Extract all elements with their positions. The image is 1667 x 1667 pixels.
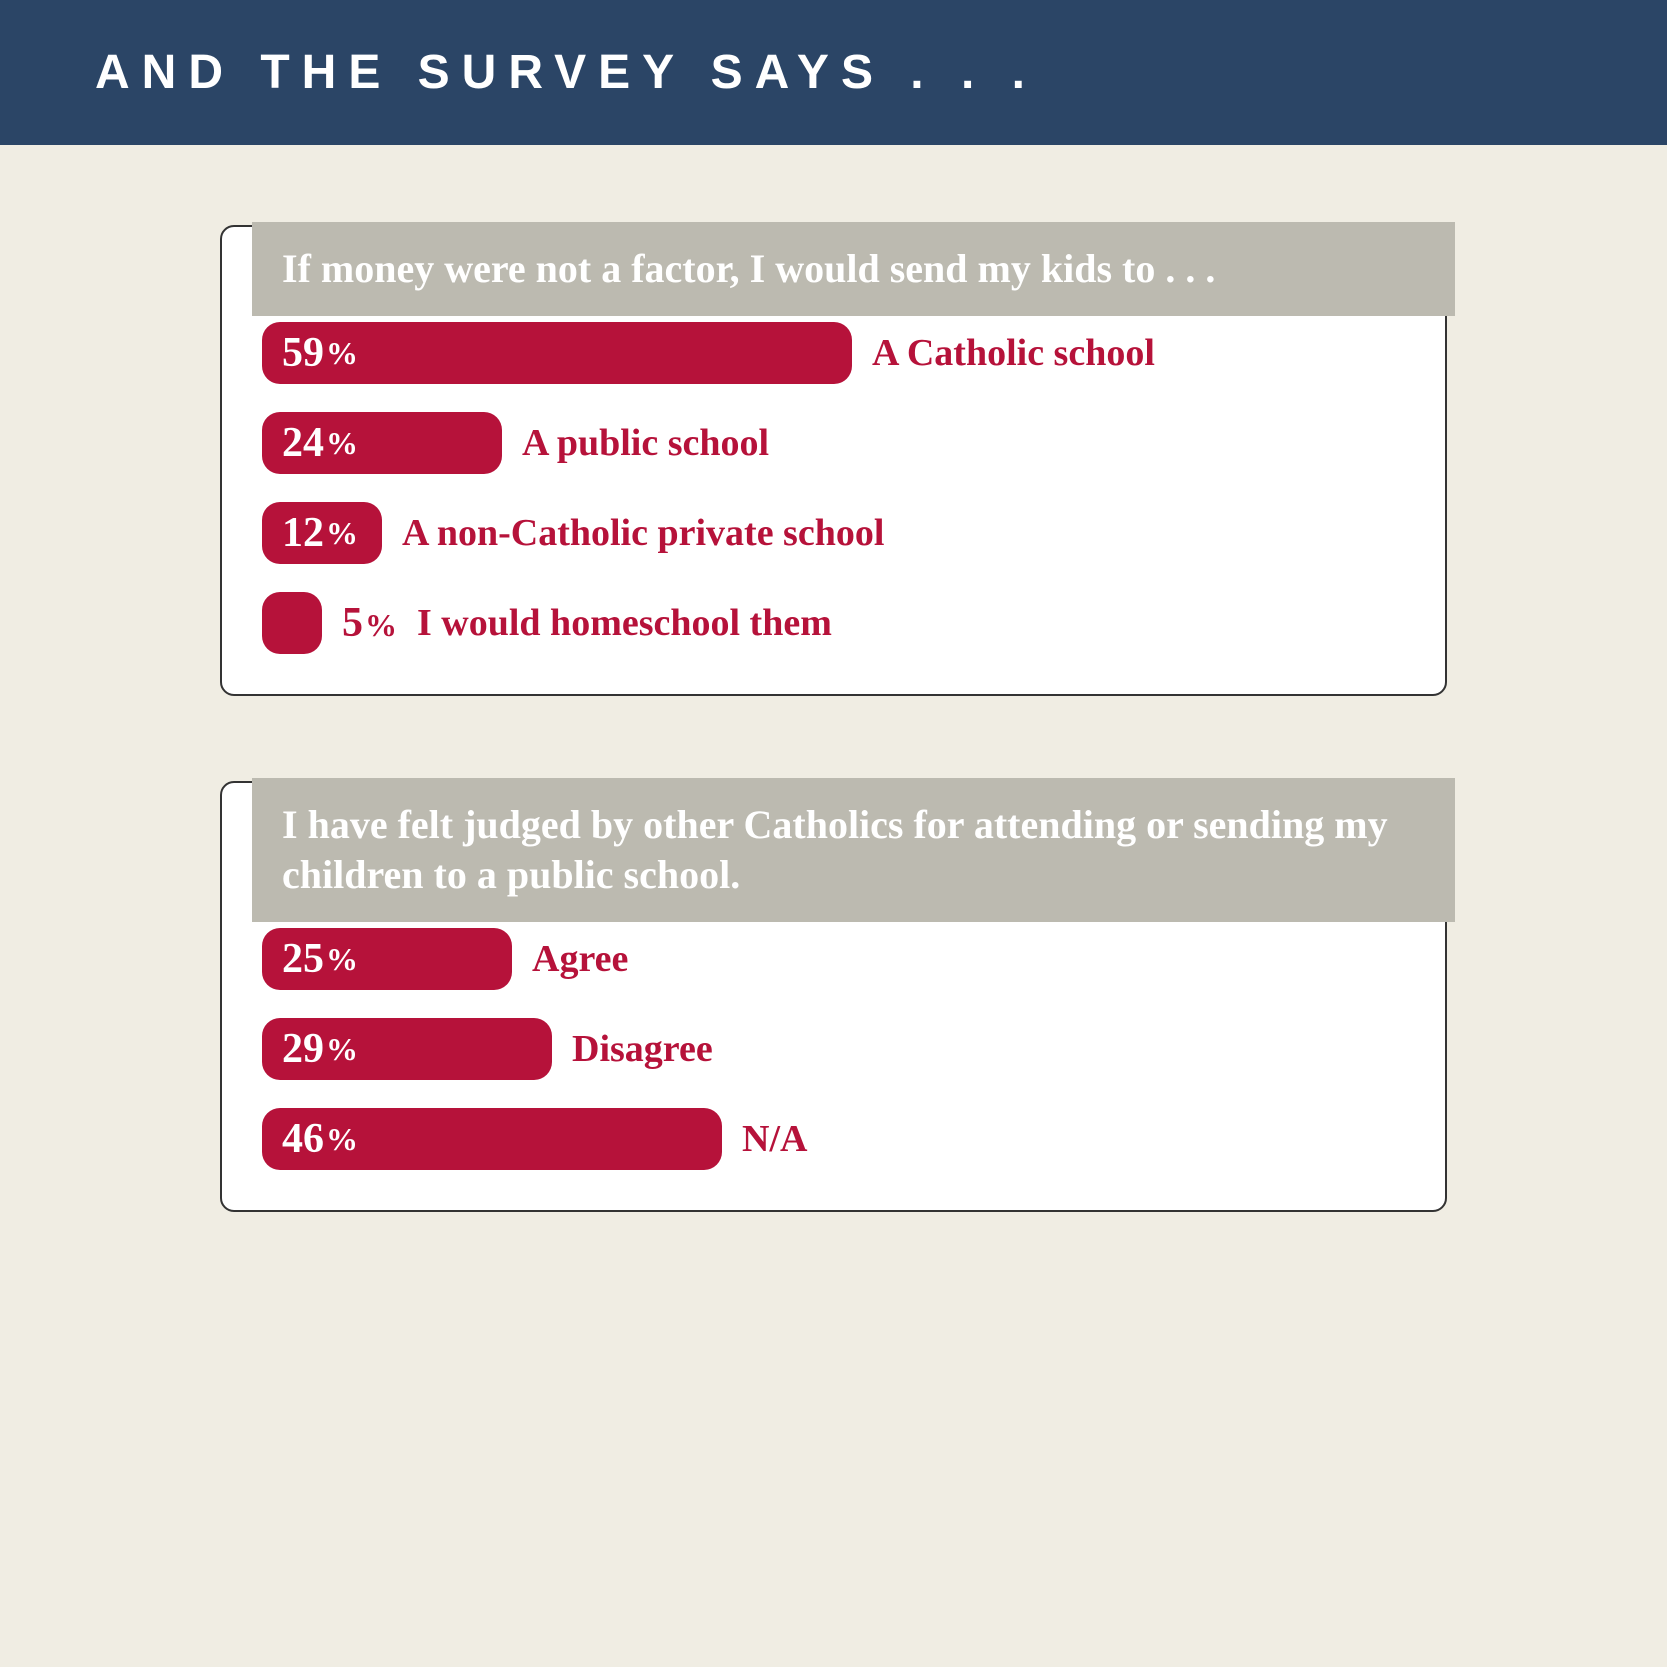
bar-percent: 25 bbox=[282, 935, 324, 983]
panel-question-0: If money were not a factor, I would send… bbox=[252, 222, 1455, 316]
header-title: AND THE SURVEY SAYS . . . bbox=[95, 45, 1667, 100]
percent-sign-icon: % bbox=[326, 941, 358, 978]
percent-sign-icon: % bbox=[326, 425, 358, 462]
bar-percent: 5% bbox=[342, 599, 397, 647]
bars-container-0: 59% A Catholic school 24% A public school 12… bbox=[262, 322, 1405, 654]
bar-label: Agree bbox=[532, 937, 628, 981]
survey-panel-1: I have felt judged by other Catholics fo… bbox=[220, 781, 1447, 1212]
bar-row: 24% A public school bbox=[262, 412, 1405, 474]
bar-percent: 24 bbox=[282, 419, 324, 467]
bar-label: A non-Catholic private school bbox=[402, 511, 884, 555]
bar-row: 12% A non-Catholic private school bbox=[262, 502, 1405, 564]
bar: 25% bbox=[262, 928, 512, 990]
bar bbox=[262, 592, 322, 654]
bar-percent: 59 bbox=[282, 329, 324, 377]
bar-label: N/A bbox=[742, 1117, 807, 1161]
bar: 29% bbox=[262, 1018, 552, 1080]
survey-panel-0: If money were not a factor, I would send… bbox=[220, 225, 1447, 696]
bar-row: 46% N/A bbox=[262, 1108, 1405, 1170]
panel-question-1: I have felt judged by other Catholics fo… bbox=[252, 778, 1455, 922]
bar-label: A Catholic school bbox=[872, 331, 1155, 375]
bar-row: 25% Agree bbox=[262, 928, 1405, 990]
percent-sign-icon: % bbox=[365, 607, 397, 644]
bar-percent: 12 bbox=[282, 509, 324, 557]
percent-sign-icon: % bbox=[326, 1031, 358, 1068]
bar: 24% bbox=[262, 412, 502, 474]
bar-row: 59% A Catholic school bbox=[262, 322, 1405, 384]
bar-label: Disagree bbox=[572, 1027, 713, 1071]
bars-container-1: 25% Agree 29% Disagree 46% N/A bbox=[262, 928, 1405, 1170]
header-banner: AND THE SURVEY SAYS . . . bbox=[0, 0, 1667, 145]
bar-row: 29% Disagree bbox=[262, 1018, 1405, 1080]
bar: 12% bbox=[262, 502, 382, 564]
bar-percent: 46 bbox=[282, 1115, 324, 1163]
percent-sign-icon: % bbox=[326, 335, 358, 372]
percent-sign-icon: % bbox=[326, 1121, 358, 1158]
bar: 59% bbox=[262, 322, 852, 384]
content-area: If money were not a factor, I would send… bbox=[0, 145, 1667, 1212]
bar-label: A public school bbox=[522, 421, 769, 465]
bar-label: I would homeschool them bbox=[417, 601, 832, 645]
percent-sign-icon: % bbox=[326, 515, 358, 552]
bar: 46% bbox=[262, 1108, 722, 1170]
bar-percent: 29 bbox=[282, 1025, 324, 1073]
bar-row: 5% I would homeschool them bbox=[262, 592, 1405, 654]
